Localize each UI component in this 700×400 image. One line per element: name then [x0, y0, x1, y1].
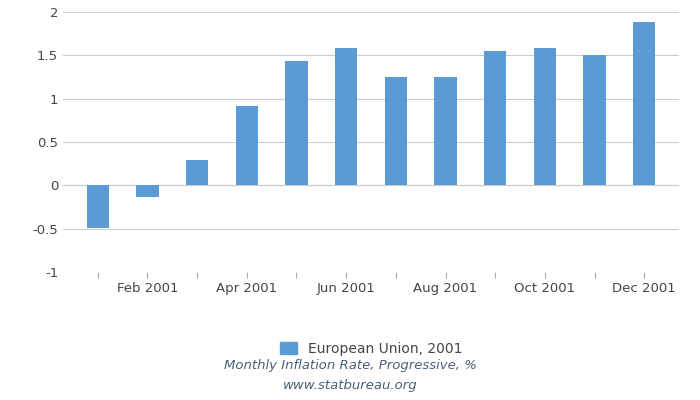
Bar — [484, 51, 506, 185]
Bar — [533, 48, 556, 185]
Bar — [434, 77, 456, 185]
Legend: European Union, 2001: European Union, 2001 — [274, 336, 468, 361]
Bar — [335, 48, 357, 185]
Bar — [186, 160, 209, 185]
Bar — [286, 60, 308, 185]
Bar — [136, 185, 159, 198]
Bar — [583, 55, 606, 185]
Bar — [87, 185, 109, 228]
Text: www.statbureau.org: www.statbureau.org — [283, 380, 417, 392]
Bar — [633, 22, 655, 185]
Text: Monthly Inflation Rate, Progressive, %: Monthly Inflation Rate, Progressive, % — [223, 360, 477, 372]
Bar — [236, 106, 258, 185]
Bar — [385, 77, 407, 185]
